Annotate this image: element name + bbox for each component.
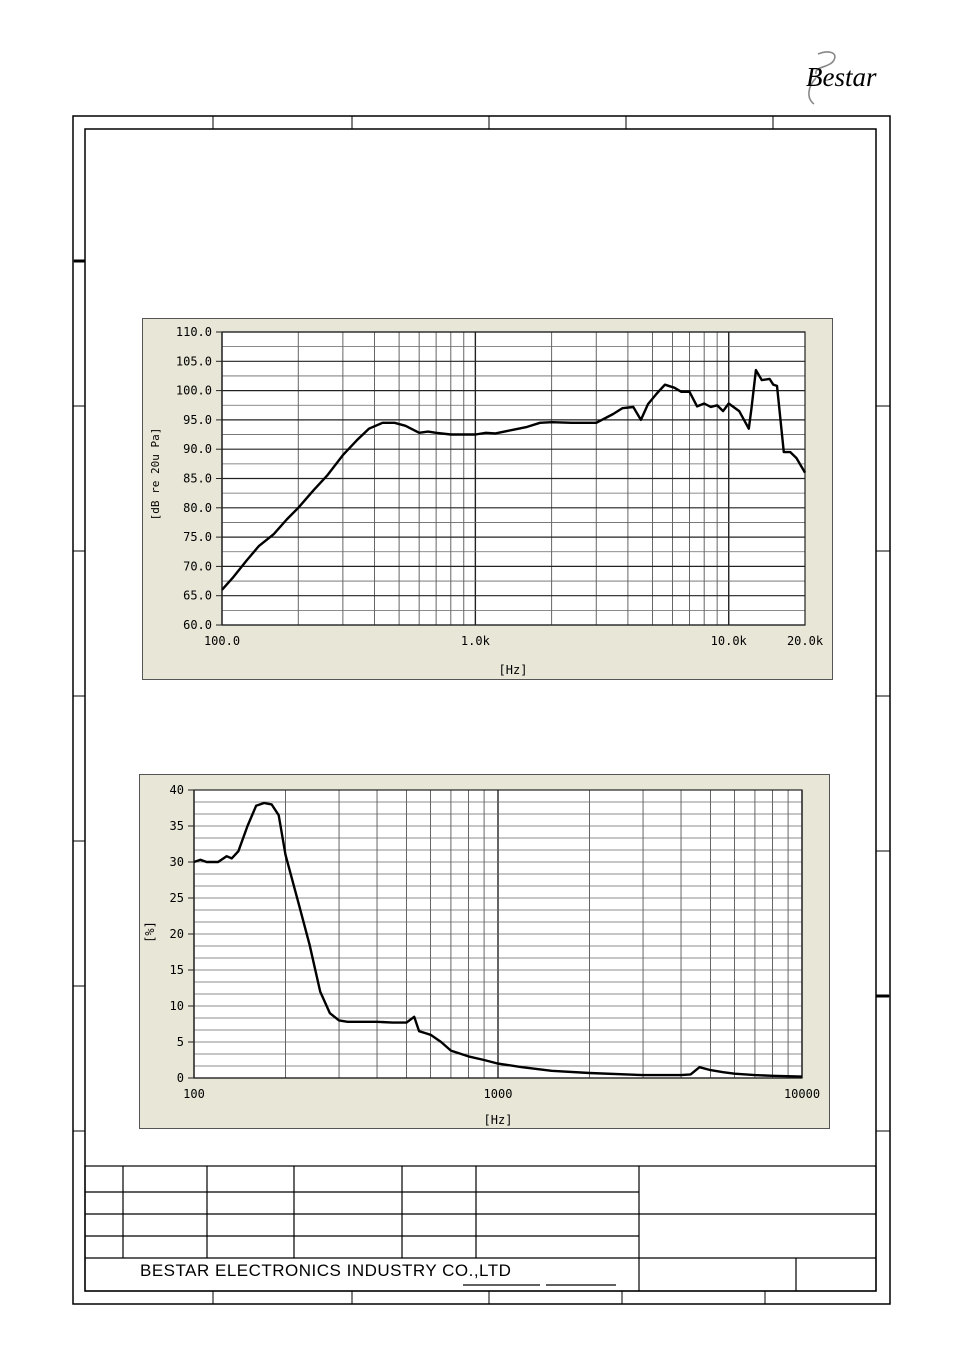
x-tick-label: 10.0k (711, 634, 748, 648)
y-tick-label: 25 (170, 891, 184, 905)
y-tick-label: 0 (177, 1071, 184, 1085)
x-tick-label: 10000 (784, 1087, 820, 1101)
company-name: BESTAR ELECTRONICS INDUSTRY CO.,LTD (140, 1261, 512, 1280)
bestar-logo: Bestar (806, 51, 877, 105)
y-tick-label: 100.0 (176, 384, 212, 398)
x-tick-label: 20.0k (787, 634, 824, 648)
y-axis-label: [dB re 20u Pa] (149, 428, 162, 521)
x-tick-label: 1000 (484, 1087, 513, 1101)
x-axis-label: [Hz] (484, 1113, 513, 1127)
x-tick-label: 1.0k (461, 634, 491, 648)
logo-text: Bestar (806, 62, 877, 92)
y-tick-label: 60.0 (183, 618, 212, 632)
y-tick-labels: 0 5 10 15 20 25 30 35 40 (170, 783, 194, 1085)
y-tick-label: 40 (170, 783, 184, 797)
y-tick-label: 80.0 (183, 501, 212, 515)
y-tick-label: 90.0 (183, 442, 212, 456)
frequency-response-chart: 100.0 1.0k 10.0k 20.0k 60.0 65.0 70.0 75.0 80.0… (142, 318, 833, 680)
grid (221, 331, 806, 626)
y-tick-label: 95.0 (183, 413, 212, 427)
x-axis-label: [Hz] (499, 663, 528, 677)
y-tick-label: 20 (170, 927, 184, 941)
grid (193, 789, 803, 1079)
x-tick-labels: 100 1000 10000 (183, 1087, 820, 1101)
y-tick-label: 75.0 (183, 530, 212, 544)
y-tick-label: 35 (170, 819, 184, 833)
x-tick-label: 100 (183, 1087, 205, 1101)
y-tick-label: 10 (170, 999, 184, 1013)
y-tick-label: 30 (170, 855, 184, 869)
y-tick-label: 15 (170, 963, 184, 977)
x-tick-labels: 100.0 1.0k 10.0k 20.0k (204, 634, 824, 648)
y-tick-labels: 60.0 65.0 70.0 75.0 80.0 85.0 90.0 95.0 100.0 105… (176, 325, 222, 632)
y-tick-label: 70.0 (183, 559, 212, 573)
y-tick-label: 5 (177, 1035, 184, 1049)
distortion-chart: 100 1000 10000 0 5 10 15 20 25 30 35 40 [Hz] [%] (139, 774, 830, 1129)
x-tick-label: 100.0 (204, 634, 240, 648)
y-tick-label: 110.0 (176, 325, 212, 339)
distortion-line (193, 801, 803, 1078)
y-axis-label: [%] (143, 921, 157, 943)
y-tick-label: 105.0 (176, 354, 212, 368)
y-tick-label: 85.0 (183, 472, 212, 486)
y-tick-label: 65.0 (183, 589, 212, 603)
frequency-response-line (221, 368, 807, 591)
